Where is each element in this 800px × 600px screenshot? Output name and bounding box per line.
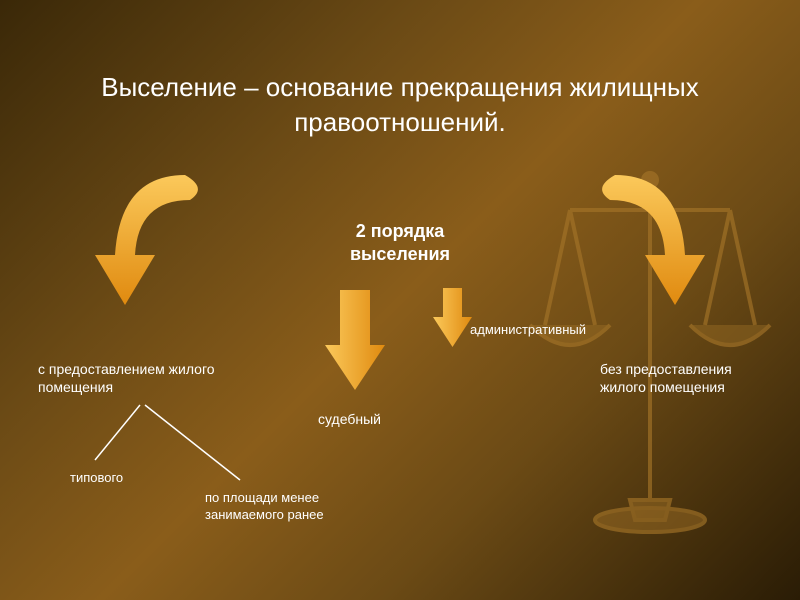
diagram-title: Выселение – основание прекращения жилищн… — [60, 70, 740, 140]
subtitle-line-1: 2 порядка — [356, 221, 445, 241]
subtitle-line-2: выселения — [350, 244, 450, 264]
label-right-option: без предоставления жилого помещения — [600, 360, 770, 396]
label-center-type: судебный — [318, 410, 381, 428]
diagram-subtitle: 2 порядка выселения — [300, 220, 500, 267]
down-arrow-small-icon — [430, 285, 475, 350]
tree-connector-lines — [60, 400, 300, 490]
curved-arrow-left-icon — [90, 160, 220, 340]
label-admin-type: административный — [470, 322, 586, 339]
label-leaf-right: по площади менее занимаемого ранее — [205, 490, 375, 524]
curved-arrow-right-icon — [580, 160, 710, 340]
down-arrow-large-icon — [320, 285, 390, 395]
label-left-option: с предоставлением жилого помещения — [38, 360, 228, 396]
